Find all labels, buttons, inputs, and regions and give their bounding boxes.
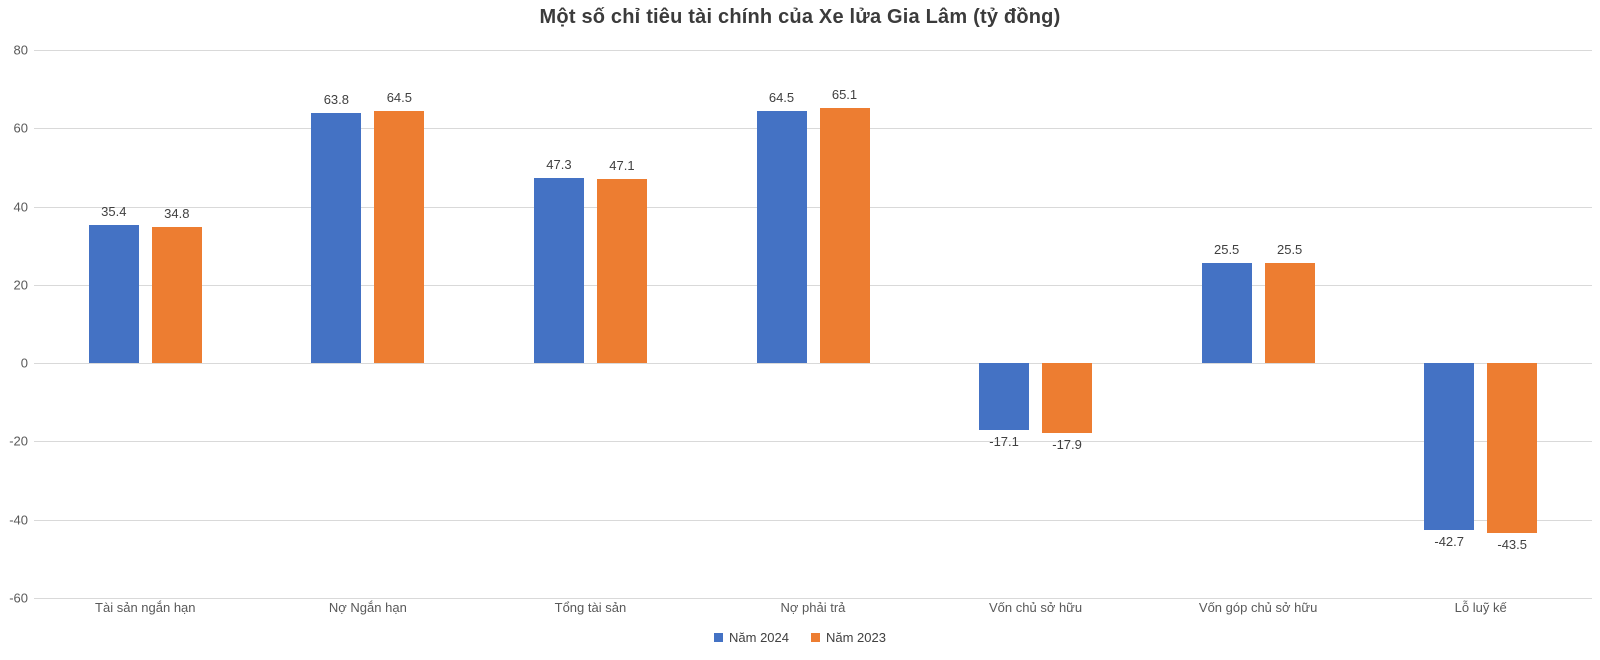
category-label: Tài sản ngắn hạn — [95, 600, 196, 615]
category-label: Lỗ luỹ kế — [1454, 600, 1507, 615]
category-label: Vốn chủ sở hữu — [989, 600, 1083, 615]
legend-label: Năm 2024 — [729, 630, 789, 645]
bar — [88, 224, 139, 364]
gridline — [34, 519, 1592, 521]
y-tick-label: -40 — [9, 512, 28, 528]
bar — [311, 113, 362, 364]
legend-item-nam-2024: Năm 2024 — [714, 630, 789, 645]
gridline — [34, 363, 1592, 365]
bar — [756, 110, 807, 364]
y-axis: 80 60 40 20 0 -20 -40 -60 — [0, 43, 28, 606]
value-label: -42.7 — [1434, 534, 1465, 550]
y-tick-label: 60 — [13, 120, 28, 136]
y-tick-label: 40 — [13, 199, 28, 215]
category-label: Nợ Ngắn hạn — [328, 600, 407, 615]
category-label: Nợ phải trả — [780, 600, 846, 615]
category-label: Tổng tài sản — [554, 600, 627, 615]
bar — [1264, 263, 1315, 364]
bar — [979, 363, 1030, 431]
value-label: 63.8 — [323, 92, 349, 108]
bar — [151, 226, 202, 364]
value-label: 64.5 — [768, 89, 795, 105]
bar — [1201, 263, 1252, 364]
bar — [819, 108, 870, 364]
legend-label: Năm 2023 — [826, 630, 886, 645]
x-axis: Tài sản ngắn hạn Nợ Ngắn hạn Tổng tài sản N… — [34, 600, 1592, 618]
legend-item-nam-2023: Năm 2023 — [811, 630, 886, 645]
gridline — [34, 206, 1592, 208]
value-label: 34.8 — [164, 205, 190, 221]
bar — [1487, 363, 1538, 534]
value-label: -43.5 — [1497, 537, 1528, 553]
chart-title: Một số chỉ tiêu tài chính của Xe lửa Gia… — [539, 6, 1061, 28]
value-label: 35.4 — [101, 203, 127, 219]
bar — [533, 177, 584, 364]
legend-swatch-nam-2023 — [811, 633, 820, 642]
gridline — [34, 128, 1592, 130]
legend: Năm 2024 Năm 2023 — [0, 630, 1600, 645]
value-label: 47.3 — [546, 156, 572, 172]
y-tick-label: -60 — [9, 590, 28, 606]
gridline — [34, 598, 1592, 599]
plot-area: 35.4 34.8 63.8 64.5 47.3 47.1 64.5 65.1 -17.1 -17… — [34, 50, 1592, 599]
gridline — [34, 284, 1592, 286]
value-label: 25.5 — [1276, 242, 1303, 258]
gridline — [34, 441, 1592, 443]
value-label: 64.5 — [386, 89, 412, 105]
category-label: Vốn góp chủ sở hữu — [1198, 600, 1318, 615]
bar — [1042, 363, 1093, 434]
gridline — [34, 50, 1592, 51]
y-tick-label: 20 — [13, 277, 28, 293]
bar — [596, 178, 647, 364]
value-label: -17.1 — [989, 434, 1019, 450]
bar — [1424, 363, 1475, 531]
legend-swatch-nam-2024 — [714, 633, 724, 642]
value-label: 47.1 — [609, 157, 635, 173]
y-tick-label: 80 — [13, 42, 28, 58]
value-label: 25.5 — [1213, 242, 1240, 258]
bar — [374, 110, 425, 364]
value-label: -17.9 — [1052, 437, 1082, 453]
value-label: 65.1 — [831, 87, 858, 103]
y-tick-label: 0 — [20, 355, 28, 371]
y-tick-label: -20 — [9, 433, 28, 449]
